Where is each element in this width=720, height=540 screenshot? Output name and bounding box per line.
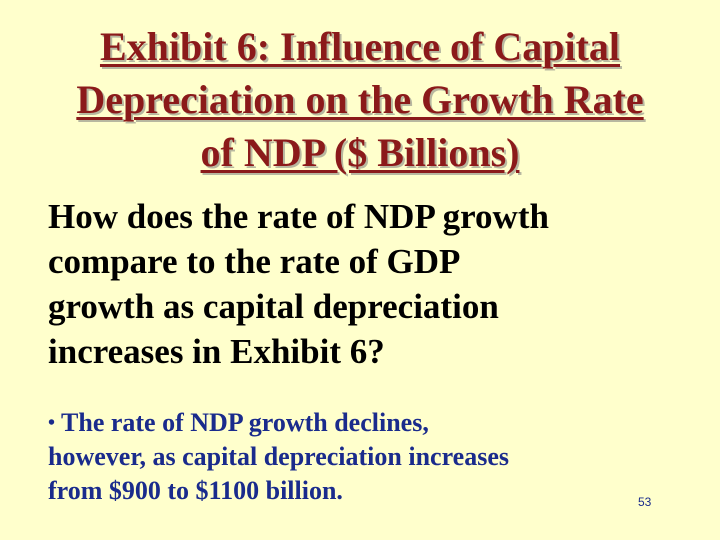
question-line-4: increases in Exhibit 6? xyxy=(48,332,385,371)
title-line-1: Exhibit 6: Influence of Capital xyxy=(99,24,621,69)
title-line-3: of NDP ($ Billions) xyxy=(200,130,520,175)
answer-bullet: • The rate of NDP growth declines, howeve… xyxy=(48,406,668,508)
answer-line-1: The rate of NDP growth declines, xyxy=(61,408,429,437)
question-line-2: compare to the rate of GDP xyxy=(48,242,461,281)
question-text: How does the rate of NDP growth compare … xyxy=(48,194,688,374)
question-line-1: How does the rate of NDP growth xyxy=(48,197,549,236)
answer-line-3: from $900 to $1100 billion. xyxy=(48,476,343,505)
page-number: 53 xyxy=(638,495,652,509)
answer-line-2: however, as capital depreciation increas… xyxy=(48,442,509,471)
slide-title: Exhibit 6: Influence of Capital Deprecia… xyxy=(20,20,700,179)
question-line-3: growth as capital depreciation xyxy=(48,287,499,326)
title-line-2: Depreciation on the Growth Rate xyxy=(76,77,644,122)
bullet-icon: • xyxy=(48,412,56,434)
